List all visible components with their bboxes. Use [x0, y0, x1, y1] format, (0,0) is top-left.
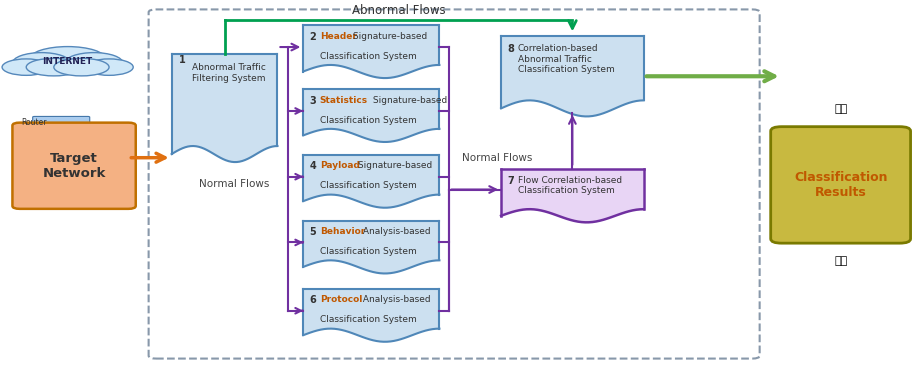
Text: Signature-based: Signature-based: [370, 96, 448, 105]
Polygon shape: [304, 289, 439, 342]
Text: Classification System: Classification System: [319, 52, 416, 61]
Ellipse shape: [54, 59, 109, 76]
Text: 7: 7: [508, 176, 514, 186]
Text: Analysis-based: Analysis-based: [360, 227, 431, 236]
Text: Correlation-based
Abnormal Traffic
Classification System: Correlation-based Abnormal Traffic Class…: [518, 44, 615, 74]
Text: Analysis-based: Analysis-based: [360, 296, 431, 304]
Text: 4: 4: [309, 161, 317, 171]
Text: Classification System: Classification System: [319, 247, 416, 256]
Text: 3: 3: [309, 96, 317, 106]
Text: 5: 5: [309, 227, 317, 237]
Text: Classification System: Classification System: [319, 315, 416, 325]
Polygon shape: [172, 54, 278, 162]
Text: Header: Header: [319, 32, 356, 41]
Polygon shape: [304, 25, 439, 78]
Text: 🌐💻: 🌐💻: [834, 256, 847, 266]
Polygon shape: [501, 36, 643, 116]
Ellipse shape: [30, 47, 105, 71]
Text: Abnormal Flows: Abnormal Flows: [352, 4, 445, 17]
Polygon shape: [304, 155, 439, 208]
Text: Target
Network: Target Network: [42, 152, 106, 180]
Text: 2: 2: [309, 32, 317, 42]
Text: Flow Correlation-based
Classification System: Flow Correlation-based Classification Sy…: [518, 176, 622, 195]
Text: Abnormal Traffic
Filtering System: Abnormal Traffic Filtering System: [192, 63, 266, 83]
Text: 1: 1: [179, 56, 186, 66]
Text: Signature-based: Signature-based: [350, 32, 427, 41]
Ellipse shape: [2, 59, 51, 75]
Polygon shape: [304, 89, 439, 142]
Ellipse shape: [85, 59, 133, 75]
Ellipse shape: [65, 53, 123, 74]
Text: INTERNET: INTERNET: [42, 57, 93, 66]
FancyBboxPatch shape: [771, 127, 911, 243]
Text: Signature-based: Signature-based: [355, 161, 433, 170]
Text: Normal Flows: Normal Flows: [462, 153, 533, 163]
Text: Router: Router: [21, 118, 47, 127]
Text: Classification System: Classification System: [319, 181, 416, 191]
Text: 6: 6: [309, 296, 317, 305]
Polygon shape: [501, 169, 643, 222]
Ellipse shape: [26, 59, 81, 76]
Text: Protocol: Protocol: [319, 296, 362, 304]
Text: Behavior: Behavior: [319, 227, 365, 236]
Text: Classification System: Classification System: [319, 116, 416, 125]
Text: Statistics: Statistics: [319, 96, 368, 105]
Text: Payload: Payload: [319, 161, 360, 170]
Polygon shape: [304, 220, 439, 273]
FancyBboxPatch shape: [32, 116, 90, 128]
Ellipse shape: [12, 53, 70, 74]
Text: 8: 8: [508, 44, 514, 54]
Text: 🌐💻: 🌐💻: [834, 104, 847, 114]
Text: Classification
Results: Classification Results: [794, 171, 887, 199]
Text: Normal Flows: Normal Flows: [198, 179, 269, 189]
FancyBboxPatch shape: [12, 123, 136, 209]
